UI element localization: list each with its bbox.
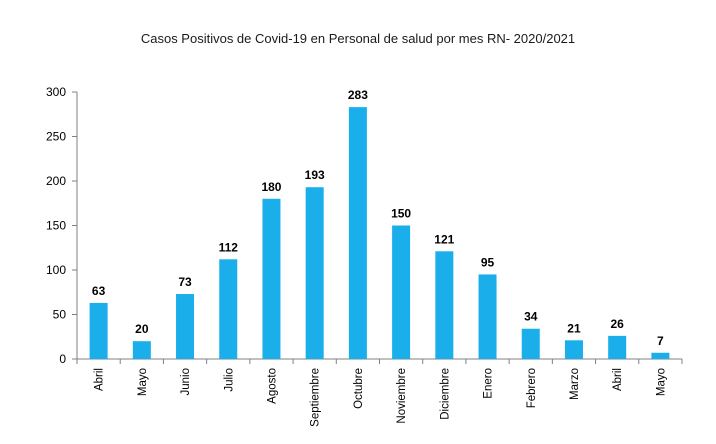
bar — [564, 340, 583, 359]
data-label: 20 — [135, 322, 149, 336]
data-label: 112 — [219, 240, 239, 254]
x-category-label: Diciembre — [439, 368, 451, 420]
bar — [478, 274, 497, 359]
data-label: 7 — [657, 334, 664, 348]
bar — [608, 335, 627, 359]
x-category-label: Mayo — [137, 368, 149, 396]
x-category-label: Abril — [612, 368, 624, 391]
bar — [89, 302, 108, 359]
data-label: 95 — [481, 255, 495, 269]
x-category-label: Noviembre — [396, 368, 408, 424]
x-category-label: Abril — [94, 368, 106, 391]
bar — [521, 328, 540, 359]
x-category-label: Julio — [223, 368, 235, 392]
bar — [392, 225, 411, 359]
data-label: 63 — [92, 284, 106, 298]
y-tick-label: 200 — [46, 174, 66, 188]
x-category-label: Enero — [483, 368, 495, 399]
x-category-label: Septiembre — [310, 368, 322, 427]
y-tick-label: 150 — [46, 219, 66, 233]
data-label: 150 — [391, 207, 411, 221]
chart-title: Casos Positivos de Covid-19 en Personal … — [140, 31, 576, 46]
data-label: 121 — [434, 232, 454, 246]
x-category-label: Octubre — [353, 368, 365, 409]
x-category-label: Agosto — [266, 368, 278, 404]
bar — [219, 259, 238, 359]
bar — [132, 341, 151, 359]
data-label: 193 — [305, 168, 325, 182]
bar — [651, 352, 670, 359]
x-category-label: Junio — [180, 368, 192, 396]
y-tick-label: 300 — [46, 85, 66, 99]
x-category-label: Febrero — [526, 368, 538, 408]
data-label: 283 — [348, 88, 368, 102]
data-label: 26 — [610, 317, 624, 331]
data-label: 34 — [524, 310, 538, 324]
x-category-label: Marzo — [569, 368, 581, 400]
bar — [305, 187, 324, 359]
y-tick-label: 0 — [59, 352, 66, 366]
y-tick-label: 250 — [46, 130, 66, 144]
bar — [262, 198, 281, 359]
bar — [348, 107, 367, 359]
bar — [176, 294, 195, 359]
data-label: 180 — [261, 180, 281, 194]
data-label: 73 — [178, 275, 192, 289]
x-category-label: Mayo — [655, 368, 667, 396]
data-label: 21 — [567, 321, 581, 335]
bar — [435, 251, 454, 359]
y-tick-label: 50 — [53, 308, 67, 322]
y-tick-label: 100 — [46, 263, 66, 277]
